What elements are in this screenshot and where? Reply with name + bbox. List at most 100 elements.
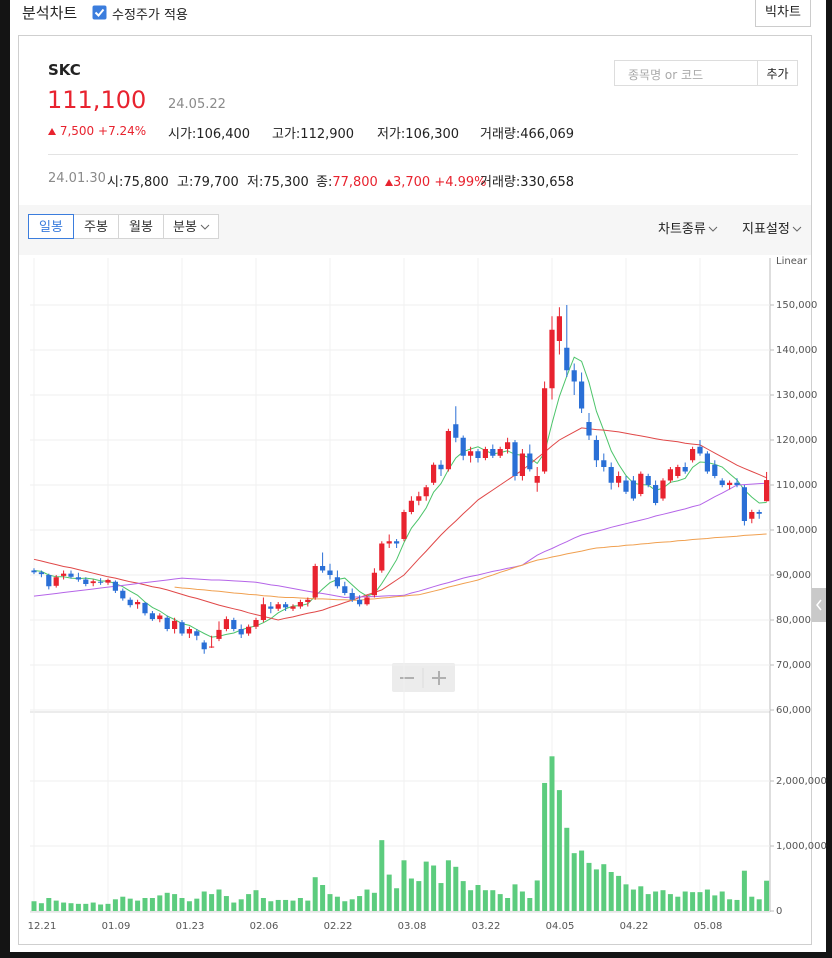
stock-open: 시가:106,400 bbox=[168, 127, 251, 142]
y-tick-label: 120,000 bbox=[776, 435, 817, 446]
candle-body bbox=[438, 464, 444, 470]
volume-bar bbox=[571, 853, 577, 911]
add-button[interactable]: 추가 bbox=[757, 60, 798, 86]
candle-body bbox=[756, 512, 762, 514]
chart-panel bbox=[18, 35, 812, 945]
candle-body bbox=[445, 431, 451, 470]
volume-bar bbox=[290, 900, 296, 911]
stock-change-row: 7,500 +7.24% bbox=[48, 124, 146, 138]
zoom-control[interactable] bbox=[392, 663, 455, 692]
stock-price: 111,100 bbox=[47, 86, 147, 114]
candle-body bbox=[371, 572, 377, 596]
candle-body bbox=[223, 619, 229, 629]
candle-body bbox=[527, 453, 533, 470]
up-arrow bbox=[48, 128, 56, 135]
indicator-menu[interactable]: 지표설정 bbox=[742, 218, 802, 237]
volume-bar bbox=[482, 890, 488, 911]
volume-bar bbox=[630, 889, 636, 911]
volume-bar bbox=[283, 899, 289, 911]
window-title: 분석차트 bbox=[22, 4, 78, 22]
candle-body bbox=[490, 449, 496, 456]
volume-bar bbox=[371, 892, 377, 911]
tab-monthly[interactable]: 월봉 bbox=[118, 214, 164, 239]
candle-body bbox=[327, 570, 333, 575]
candle-body bbox=[512, 442, 518, 476]
volume-bar bbox=[645, 894, 651, 911]
candle-body bbox=[734, 482, 740, 485]
volume-bar bbox=[112, 899, 118, 911]
volume-bar bbox=[741, 870, 747, 911]
candle-body bbox=[142, 602, 148, 614]
candle-body bbox=[112, 581, 118, 591]
candle-body bbox=[90, 581, 96, 584]
candle-body bbox=[305, 599, 311, 602]
scale-label: Linear bbox=[776, 256, 808, 267]
candle-body bbox=[556, 316, 562, 341]
candle-body bbox=[712, 464, 718, 476]
volume-bar bbox=[149, 898, 155, 911]
volume-bar bbox=[268, 901, 274, 911]
chevron bbox=[200, 224, 210, 230]
volume-bar bbox=[231, 902, 237, 911]
volume-bar bbox=[401, 860, 407, 911]
hover-high: 고:79,700 bbox=[177, 175, 239, 190]
big-chart-button[interactable]: 빅차트 bbox=[755, 0, 811, 27]
candle-body bbox=[46, 575, 52, 587]
volume-bar bbox=[379, 840, 385, 911]
hover-volume: 거래량:330,658 bbox=[480, 175, 575, 190]
tab-daily[interactable]: 일봉 bbox=[28, 214, 74, 239]
volume-bar bbox=[105, 903, 111, 911]
candle-body bbox=[579, 381, 585, 409]
volume-bar bbox=[764, 880, 770, 911]
candle-body bbox=[571, 370, 577, 382]
candle-body bbox=[660, 480, 666, 499]
chart-type-label: 차트종류 bbox=[658, 222, 706, 237]
volume-bar bbox=[327, 894, 333, 911]
candle-body bbox=[231, 620, 237, 629]
candle-body bbox=[549, 329, 555, 389]
volume-bar bbox=[142, 898, 148, 911]
candle-body bbox=[586, 422, 592, 436]
volume-bar bbox=[260, 898, 266, 911]
candle-body bbox=[297, 602, 303, 607]
volume-bar bbox=[408, 878, 414, 911]
volume-bar bbox=[460, 881, 466, 911]
candle-body bbox=[623, 480, 629, 492]
volume-bar bbox=[253, 890, 259, 911]
candle-body bbox=[468, 451, 474, 456]
candle-body bbox=[682, 467, 688, 472]
volume-bar bbox=[653, 891, 659, 911]
candle-body bbox=[675, 467, 681, 476]
volume-bar bbox=[697, 892, 703, 911]
candle-body bbox=[201, 642, 207, 650]
volume-bar bbox=[431, 865, 437, 911]
volume-bar bbox=[675, 896, 681, 911]
volume-bar bbox=[534, 880, 540, 911]
y-tick-label: 1,000,000 bbox=[776, 841, 827, 852]
tab-minute[interactable]: 분봉 bbox=[163, 214, 219, 239]
chart-type-menu[interactable]: 차트종류 bbox=[658, 218, 718, 237]
volume-bar bbox=[445, 860, 451, 911]
candle-body bbox=[408, 500, 414, 512]
volume-bar bbox=[179, 898, 185, 911]
volume-bar bbox=[690, 892, 696, 911]
checkbox-label[interactable]: 수정주가 적용 bbox=[112, 8, 188, 23]
candle-body bbox=[105, 579, 111, 583]
x-tick-label: 05.08 bbox=[694, 921, 723, 932]
side-tab[interactable] bbox=[812, 588, 826, 622]
candle-body bbox=[564, 347, 570, 371]
candle-body bbox=[172, 620, 178, 629]
candle-body bbox=[423, 487, 429, 497]
tab-weekly[interactable]: 주봉 bbox=[73, 214, 119, 239]
volume-bar bbox=[601, 864, 607, 911]
hover-open: 시:75,800 bbox=[107, 175, 169, 190]
volume-bar bbox=[194, 898, 200, 911]
volume-bar bbox=[75, 903, 81, 911]
volume-bar bbox=[394, 888, 400, 911]
y-tick-label: 90,000 bbox=[776, 570, 811, 581]
volume-bar bbox=[320, 885, 326, 911]
candle-body bbox=[98, 581, 104, 583]
candle-body bbox=[608, 467, 614, 483]
y-tick-label: 130,000 bbox=[776, 390, 817, 401]
checkbox[interactable] bbox=[92, 5, 107, 20]
